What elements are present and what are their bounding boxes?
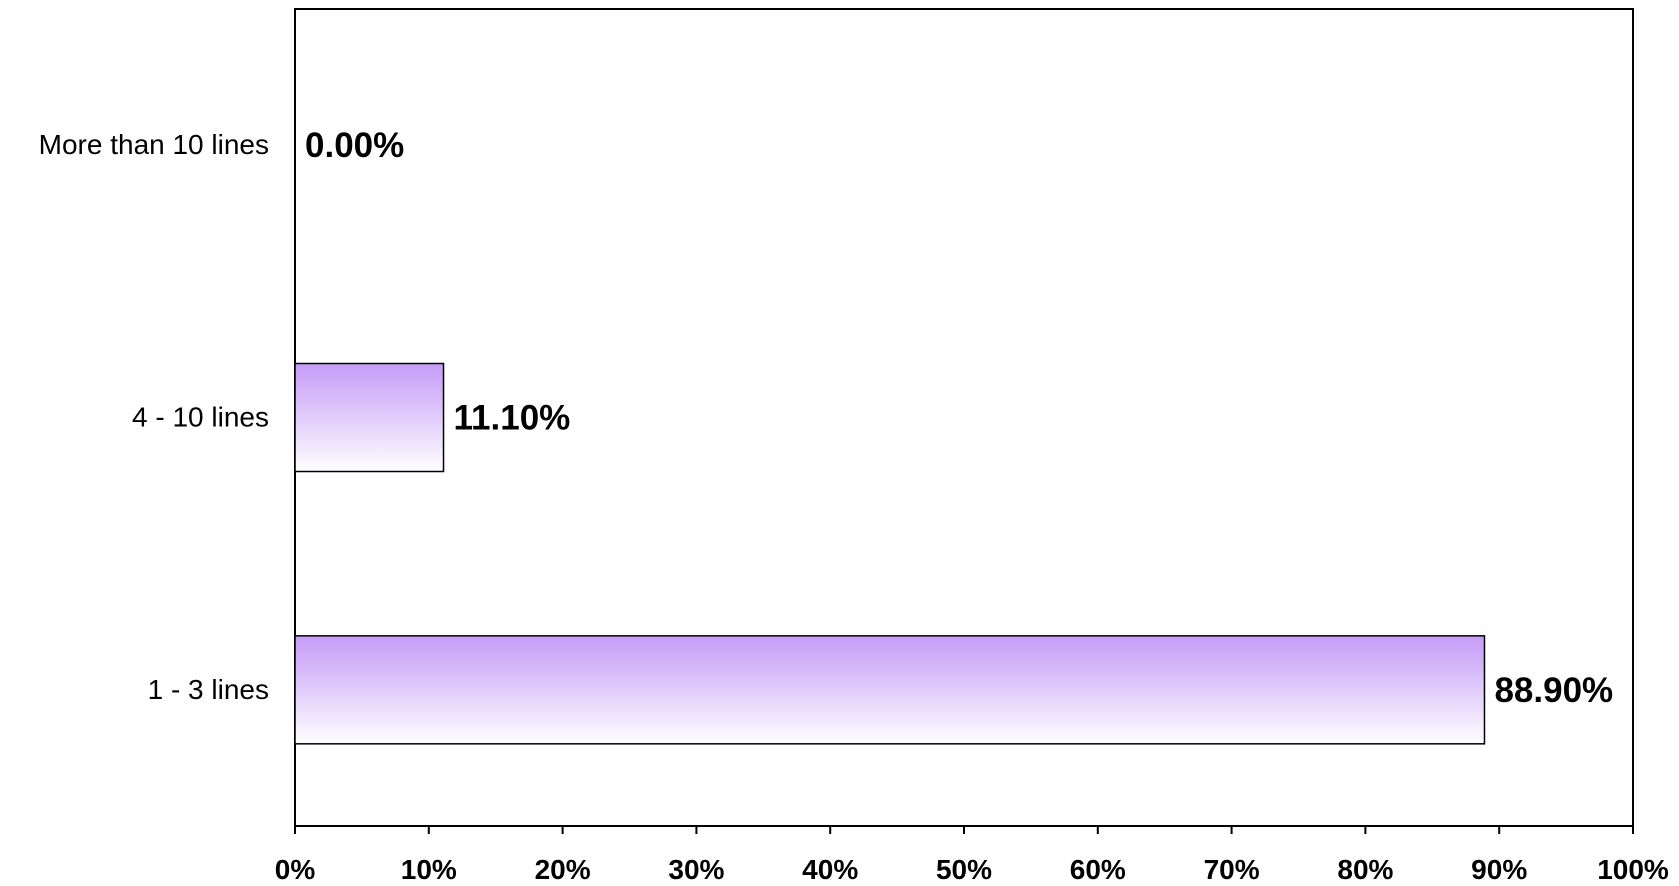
bars-layer [294,362,1486,745]
data-label-3: 0.00% [305,126,404,165]
category-label-2: 4 - 10 lines [132,402,269,433]
y-axis: 1 - 3 lines 4 - 10 lines More than 10 line… [39,129,269,705]
x-tick-label-10: 10% [401,854,457,885]
category-label-3: More than 10 lines [39,129,269,160]
x-tick-label-0: 0% [275,854,316,885]
data-label-1: 88.90% [1494,671,1613,710]
bar-2 [294,362,445,473]
x-tick-label-90: 90% [1471,854,1527,885]
x-tick-label-20: 20% [535,854,591,885]
bar-1 [294,635,1486,745]
x-axis: 0% 10% 20% 30% 40% 50% 60% 70% 80% 90% 100% [275,826,1669,885]
x-tick-label-40: 40% [802,854,858,885]
data-labels-layer: 88.90% 11.10% 0.00% [305,126,1613,710]
category-label-1: 1 - 3 lines [148,674,269,705]
x-tick-label-70: 70% [1204,854,1260,885]
x-tick-label-30: 30% [668,854,724,885]
x-tick-label-100: 100% [1597,854,1669,885]
data-label-2: 11.10% [454,399,571,438]
x-tick-label-60: 60% [1070,854,1126,885]
x-tick-label-50: 50% [936,854,992,885]
x-tick-label-80: 80% [1337,854,1393,885]
